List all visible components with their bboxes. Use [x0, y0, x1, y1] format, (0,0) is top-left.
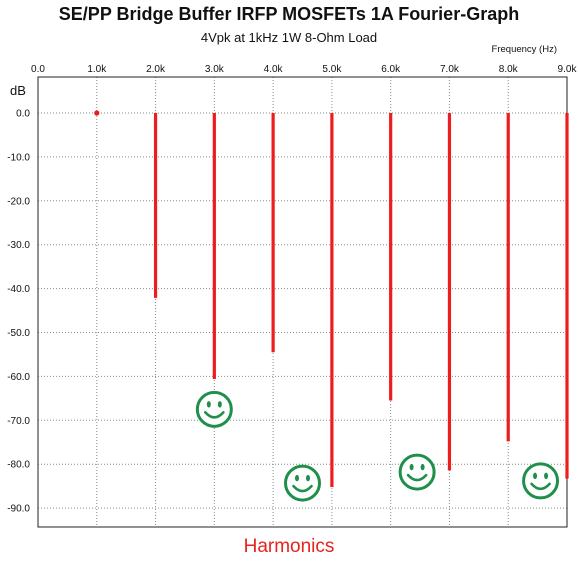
y-tick-label: -60.0: [7, 372, 30, 383]
smiley-face-icon: [398, 453, 436, 491]
x-tick-labels: 0.0 1.0k 2.0k 3.0k 4.0k 5.0k 6.0k 7.0k 8.0k 9.0k: [31, 64, 577, 75]
smiley-face-icon: [522, 462, 560, 500]
x-axis-label: Frequency (Hz): [492, 44, 557, 55]
plot-frame: [37, 76, 568, 528]
y-tick-label: -30.0: [7, 240, 30, 251]
plot-area-border: [37, 76, 568, 528]
x-tick-label: 6.0k: [381, 64, 401, 75]
y-axis-label: dB: [10, 83, 26, 98]
y-tick-label: -90.0: [7, 504, 30, 515]
smiley-mouth: [204, 411, 225, 419]
smiley-face-icon: [284, 464, 321, 502]
y-tick-label: -20.0: [7, 196, 30, 207]
smiley-face-icon: [195, 390, 233, 428]
y-tick-label: -80.0: [7, 460, 30, 471]
y-tick-label: 0.0: [16, 109, 30, 120]
grid: [38, 77, 567, 527]
x-tick-label: 9.0k: [558, 64, 578, 75]
smiley-outline: [398, 453, 436, 491]
smiley-right-eye: [306, 474, 310, 482]
smiley-left-eye: [533, 472, 538, 480]
smiley-left-eye: [206, 401, 211, 408]
chart-title: SE/PP Bridge Buffer IRFP MOSFETs 1A Four…: [58, 4, 520, 24]
smiley-left-eye: [409, 463, 414, 471]
y-tick-label: -70.0: [7, 416, 30, 427]
y-tick-label: -50.0: [7, 328, 30, 339]
smiley-mouth: [292, 484, 313, 493]
smiley-mouth: [406, 473, 428, 482]
annotations: [195, 390, 560, 502]
smiley-right-eye: [544, 472, 549, 480]
y-tick-label: -40.0: [7, 284, 30, 295]
smiley-right-eye: [420, 463, 425, 471]
x-tick-label: 8.0k: [499, 64, 519, 75]
smiley-outline: [195, 390, 233, 428]
smiley-right-eye: [217, 401, 222, 408]
smiley-left-eye: [295, 474, 299, 482]
smiley-outline: [522, 462, 560, 500]
x-tick-label: 7.0k: [440, 64, 460, 75]
footer-label: Harmonics: [243, 536, 335, 557]
x-tick-label: 3.0k: [205, 64, 225, 75]
smiley-outline: [284, 464, 321, 502]
x-tick-label: 4.0k: [264, 64, 284, 75]
harmonic-bars: [94, 110, 569, 488]
x-tick-label: 0.0: [31, 64, 45, 75]
fundamental-point: [94, 110, 100, 116]
chart-subtitle: 4Vpk at 1kHz 1W 8-Ohm Load: [200, 30, 378, 45]
x-tick-label: 5.0k: [322, 64, 342, 75]
y-tick-labels: 0.0 -10.0 -20.0 -30.0 -40.0 -50.0 -60.0 -70.0 -8…: [7, 109, 30, 515]
smiley-mouth: [530, 482, 551, 491]
y-tick-label: -10.0: [7, 152, 30, 163]
x-tick-label: 2.0k: [146, 64, 166, 75]
x-tick-label: 1.0k: [87, 64, 107, 75]
